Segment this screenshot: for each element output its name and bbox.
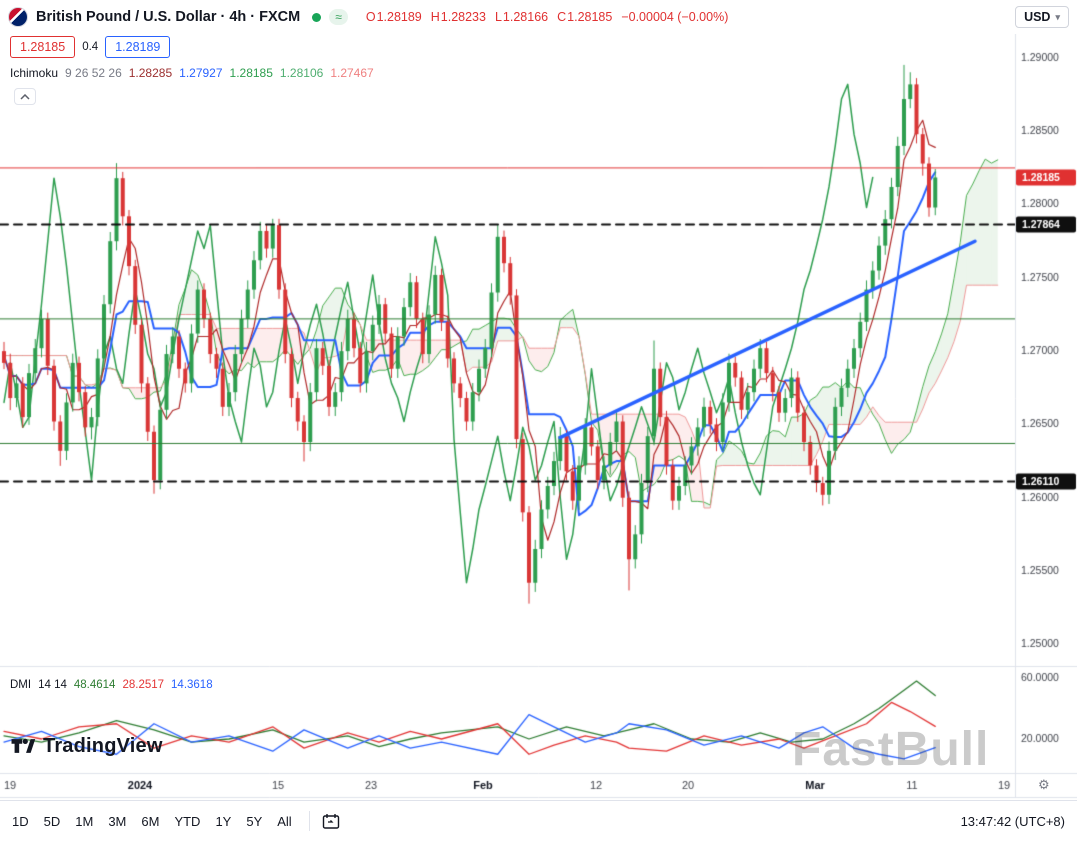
range-5y-button[interactable]: 5Y (246, 813, 263, 829)
dmi-value: 14.3618 (171, 679, 213, 691)
high-value: 1.28233 (440, 10, 486, 24)
bottom-toolbar: 1D 5D 1M 3M 6M YTD 1Y 5Y All 13:47:42 (U… (0, 800, 1077, 841)
spread-value: 0.4 (82, 41, 99, 53)
dmi-value: 48.4614 (73, 679, 116, 691)
currency-label: USD (1024, 10, 1051, 24)
collapse-indicators-button[interactable] (14, 88, 36, 105)
ichimoku-value: 1.27927 (179, 66, 223, 80)
indicator-name: Ichimoku (10, 66, 59, 80)
ichimoku-legend[interactable]: Ichimoku 9 26 52 26 1.28285 1.27927 1.28… (10, 66, 374, 80)
chevron-down-icon: ▾ (1055, 11, 1060, 22)
symbol-logo-icon (8, 7, 28, 27)
buy-price-button[interactable]: 1.28189 (105, 36, 171, 58)
high-label: H (430, 10, 440, 24)
range-1d-button[interactable]: 1D (12, 813, 29, 829)
open-value: 1.28189 (376, 10, 422, 24)
ichimoku-value: 1.27467 (330, 66, 374, 80)
market-status-dot-icon (312, 12, 322, 22)
range-all-button[interactable]: All (277, 813, 292, 829)
chart-header: British Pound / U.S. Dollar · 4h · FXCM … (0, 0, 1077, 34)
approx-badge: ≈ (329, 9, 348, 25)
dmi-legend[interactable]: DMI 14 14 48.4614 28.2517 14.3618 (10, 679, 213, 691)
open-label: O (365, 10, 376, 24)
range-1y-button[interactable]: 1Y (215, 813, 232, 829)
ichimoku-value: 1.28106 (279, 66, 324, 80)
ichimoku-value: 1.28285 (128, 66, 173, 80)
range-3m-button[interactable]: 3M (108, 813, 127, 829)
currency-select[interactable]: USD ▾ (1015, 6, 1069, 28)
ichimoku-value: 1.28185 (229, 66, 273, 80)
indicator-params: 14 14 (38, 679, 67, 691)
indicator-params: 9 26 52 26 (65, 66, 122, 80)
symbol-title[interactable]: British Pound / U.S. Dollar · 4h · FXCM (36, 9, 301, 25)
time-axis-settings-gear-icon[interactable]: ⚙ (1038, 777, 1050, 792)
range-6m-button[interactable]: 6M (141, 813, 160, 829)
calendar-icon (322, 813, 339, 829)
chevron-up-icon (20, 93, 30, 100)
quote-bar: 1.28185 0.4 1.28189 (10, 36, 171, 58)
tradingview-attribution[interactable]: TradingView (10, 733, 163, 759)
dmi-value: 28.2517 (122, 679, 165, 691)
sell-price-button[interactable]: 1.28185 (10, 36, 76, 58)
close-label: C (557, 10, 567, 24)
low-label: L (494, 10, 502, 24)
indicator-name: DMI (10, 679, 32, 691)
ohlc-values: O1.28189 H1.28233 L1.28166 C1.28185 −0.0… (366, 10, 729, 24)
low-value: 1.28166 (502, 10, 549, 24)
go-to-date-button[interactable] (322, 813, 341, 830)
tradingview-logo-icon (11, 738, 36, 753)
range-ytd-button[interactable]: YTD (174, 813, 201, 829)
price-chart-canvas[interactable] (0, 0, 1077, 800)
tradingview-label: TradingView (43, 734, 163, 757)
change-value: −0.00004 (−0.00%) (621, 10, 729, 24)
range-1m-button[interactable]: 1M (75, 813, 94, 829)
server-time[interactable]: 13:47:42 (UTC+8) (960, 813, 1065, 829)
close-value: 1.28185 (567, 10, 613, 24)
range-5d-button[interactable]: 5D (43, 813, 61, 829)
toolbar-divider (308, 811, 310, 831)
